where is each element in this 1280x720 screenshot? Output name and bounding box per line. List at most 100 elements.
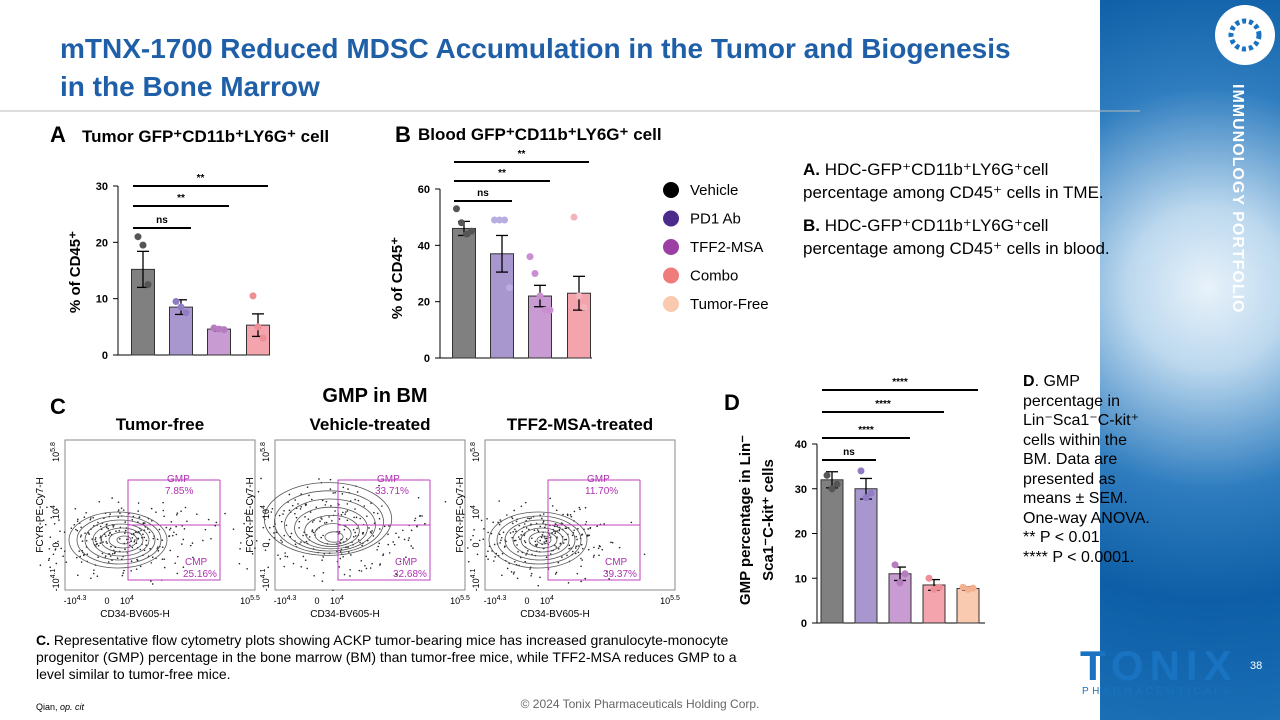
event-dot <box>105 526 108 529</box>
gate-label: GMP <box>167 474 190 485</box>
tick-base: 0 <box>261 542 271 547</box>
event-dot <box>294 512 296 515</box>
event-dot <box>278 514 281 517</box>
data-point <box>896 579 904 587</box>
event-dot <box>79 555 82 558</box>
citation-source: op. cit <box>60 702 85 712</box>
tick-exponent: 5.5 <box>670 595 680 602</box>
event-dot <box>283 510 285 512</box>
event-dot <box>576 572 579 575</box>
event-dot <box>118 529 121 532</box>
event-dot <box>214 524 217 527</box>
data-point <box>531 270 539 277</box>
event-dot <box>137 510 140 512</box>
event-dot <box>54 549 57 551</box>
event-dot <box>534 540 537 543</box>
event-dot <box>281 541 283 543</box>
event-dot <box>74 508 77 510</box>
bar <box>452 227 476 359</box>
citation-author: Qian, <box>36 702 61 712</box>
y-tick-label: 20 <box>96 237 108 249</box>
event-dot <box>313 574 315 577</box>
event-dot <box>597 547 600 550</box>
event-dot <box>470 539 472 541</box>
event-dot <box>618 546 621 549</box>
event-dot <box>346 519 349 522</box>
event-dot <box>566 514 569 517</box>
legend-label: Combo <box>690 268 738 285</box>
event-dot <box>63 531 66 533</box>
event-dot <box>567 582 570 584</box>
event-dot <box>515 539 517 542</box>
event-dot <box>376 512 379 515</box>
event-dot <box>611 541 614 544</box>
event-dot <box>126 538 128 541</box>
event-dot <box>292 562 295 565</box>
event-dot <box>509 532 512 534</box>
event-dot <box>152 537 155 540</box>
event-dot <box>163 566 166 569</box>
event-dot <box>101 552 104 555</box>
event-dot <box>49 566 51 568</box>
event-dot <box>555 546 557 548</box>
data-point <box>857 467 865 475</box>
event-dot <box>260 477 262 480</box>
data-point <box>182 309 190 317</box>
event-dot <box>593 554 595 557</box>
legend-marker <box>663 210 679 227</box>
event-dot <box>272 525 275 528</box>
event-dot <box>580 565 582 568</box>
event-dot <box>255 539 258 542</box>
event-dot <box>210 537 212 540</box>
tick-base: -10 <box>261 578 271 591</box>
event-dot <box>456 536 458 539</box>
event-dot <box>498 533 501 536</box>
event-dot <box>58 519 60 521</box>
event-dot <box>339 541 341 544</box>
event-dot <box>136 558 138 561</box>
contour <box>92 523 150 557</box>
gate-label: GMP <box>377 474 400 485</box>
event-dot <box>142 522 144 525</box>
event-dot <box>157 550 160 552</box>
event-dot <box>517 550 519 553</box>
event-dot <box>513 561 516 563</box>
event-dot <box>365 567 368 570</box>
event-dot <box>173 531 175 534</box>
event-dot <box>342 556 344 558</box>
event-dot <box>284 552 286 554</box>
event-dot <box>354 508 356 510</box>
event-dot <box>585 520 588 523</box>
y-tick-label: 60 <box>418 184 430 196</box>
data-point <box>468 227 475 235</box>
tick-exponent: 4 <box>130 595 134 602</box>
event-dot <box>395 573 398 576</box>
event-dot <box>549 497 551 500</box>
event-dot <box>288 509 291 512</box>
tick-base: 10 <box>51 509 61 519</box>
event-dot <box>307 518 310 520</box>
panel-letter: C <box>50 394 66 419</box>
event-dot <box>88 533 91 536</box>
panel-letter: A <box>50 122 66 147</box>
event-dot <box>490 532 493 535</box>
significance-label: ns <box>156 215 168 226</box>
event-dot <box>76 520 79 522</box>
event-dot <box>537 584 540 587</box>
event-dot <box>107 534 110 537</box>
event-dot <box>119 538 121 540</box>
tick-label: 105.5 <box>660 595 680 606</box>
event-dot <box>413 519 416 522</box>
tick-label: 105.5 <box>240 595 260 606</box>
event-dot <box>106 542 108 544</box>
event-dot <box>424 522 426 525</box>
y-tick-label: 20 <box>795 529 807 541</box>
event-dot <box>239 548 241 550</box>
event-dot <box>156 546 159 548</box>
event-dot <box>528 517 531 520</box>
event-dot <box>403 538 406 541</box>
event-dot <box>345 538 348 540</box>
event-dot <box>525 554 527 556</box>
event-dot <box>573 529 575 532</box>
event-dot <box>60 547 62 550</box>
